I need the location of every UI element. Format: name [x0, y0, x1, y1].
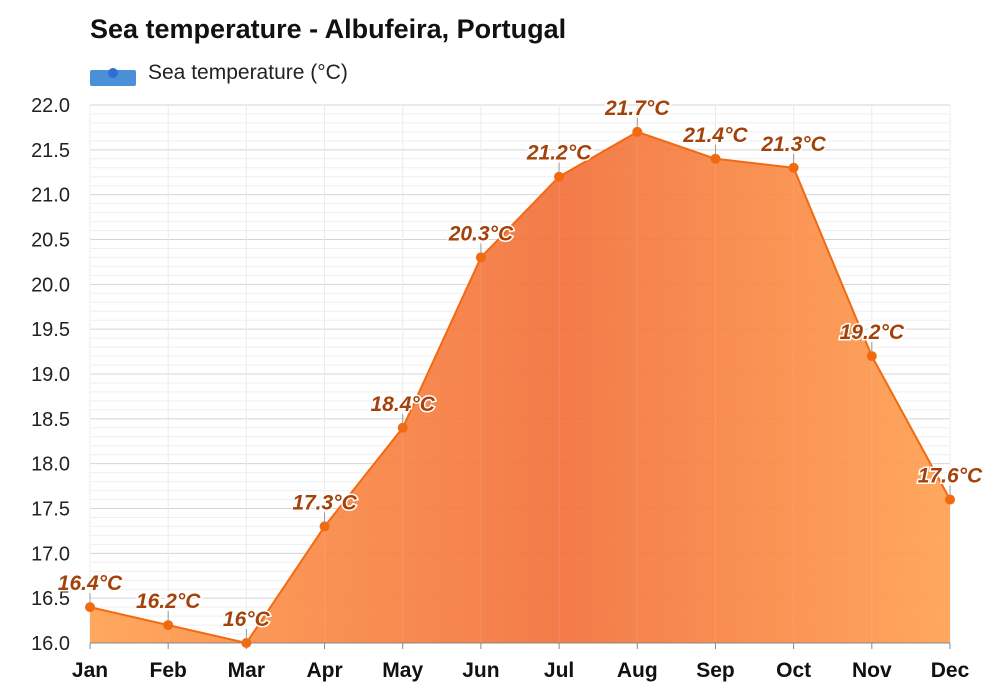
x-tick-label: May [382, 659, 423, 682]
y-tick-label: 21.5 [31, 140, 70, 162]
y-tick-label: 20.5 [31, 230, 70, 252]
data-label: 16.4°C [58, 572, 123, 595]
data-point[interactable] [788, 162, 799, 173]
data-point[interactable] [397, 422, 408, 433]
data-label: 20.3°C [448, 222, 514, 245]
chart-title: Sea temperature - Albufeira, Portugal [90, 14, 567, 44]
data-point[interactable] [163, 620, 174, 631]
data-point[interactable] [319, 521, 330, 532]
series-area [90, 131, 950, 643]
x-tick-label: Mar [228, 659, 265, 682]
data-label: 21.3°C [760, 133, 826, 156]
y-tick-label: 16.0 [31, 633, 70, 655]
x-tick-label: Feb [150, 659, 187, 682]
data-point[interactable] [945, 494, 955, 505]
x-tick-label: Jan [72, 659, 108, 682]
data-point[interactable] [632, 126, 643, 137]
data-label: 18.4°C [371, 393, 436, 416]
x-tick-label: Aug [617, 659, 658, 682]
series-line [89, 130, 951, 645]
x-tick-label: Jul [544, 659, 574, 682]
x-tick-label: Nov [852, 659, 892, 682]
data-point[interactable] [866, 351, 877, 362]
data-point[interactable] [554, 171, 565, 182]
legend-label: Sea temperature (°C) [148, 61, 348, 84]
y-tick-label: 22.0 [31, 95, 70, 117]
data-label: 16.2°C [136, 590, 201, 613]
legend[interactable]: Sea temperature (°C) [90, 60, 348, 86]
x-tick-label: Dec [931, 659, 970, 682]
y-tick-label: 18.5 [31, 409, 70, 431]
y-tick-label: 16.5 [31, 588, 70, 610]
x-tick-label: Jun [462, 659, 499, 682]
y-tick-label: 19.0 [31, 364, 70, 386]
y-tick-label: 20.0 [31, 274, 70, 296]
y-tick-label: 17.0 [31, 543, 70, 565]
data-label: 17.3°C [292, 491, 357, 514]
data-point[interactable] [475, 252, 486, 263]
data-point[interactable] [85, 602, 95, 613]
x-tick-label: Apr [306, 659, 342, 682]
y-tick-label: 19.5 [31, 319, 70, 341]
data-label: 21.4°C [682, 124, 748, 147]
data-point[interactable] [241, 638, 252, 648]
data-label: 17.6°C [918, 465, 983, 488]
y-tick-label: 17.5 [31, 499, 70, 521]
data-label: 19.2°C [840, 321, 905, 344]
x-tick-label: Sep [696, 659, 735, 682]
data-label: 16°C [223, 608, 271, 631]
data-point[interactable] [710, 153, 721, 164]
data-label: 21.7°C [604, 97, 670, 120]
y-tick-label: 18.0 [31, 454, 70, 476]
data-label: 21.2°C [526, 142, 592, 165]
x-tick-label: Oct [776, 659, 811, 682]
legend-swatch-icon [90, 60, 136, 86]
y-tick-label: 21.0 [31, 185, 70, 207]
